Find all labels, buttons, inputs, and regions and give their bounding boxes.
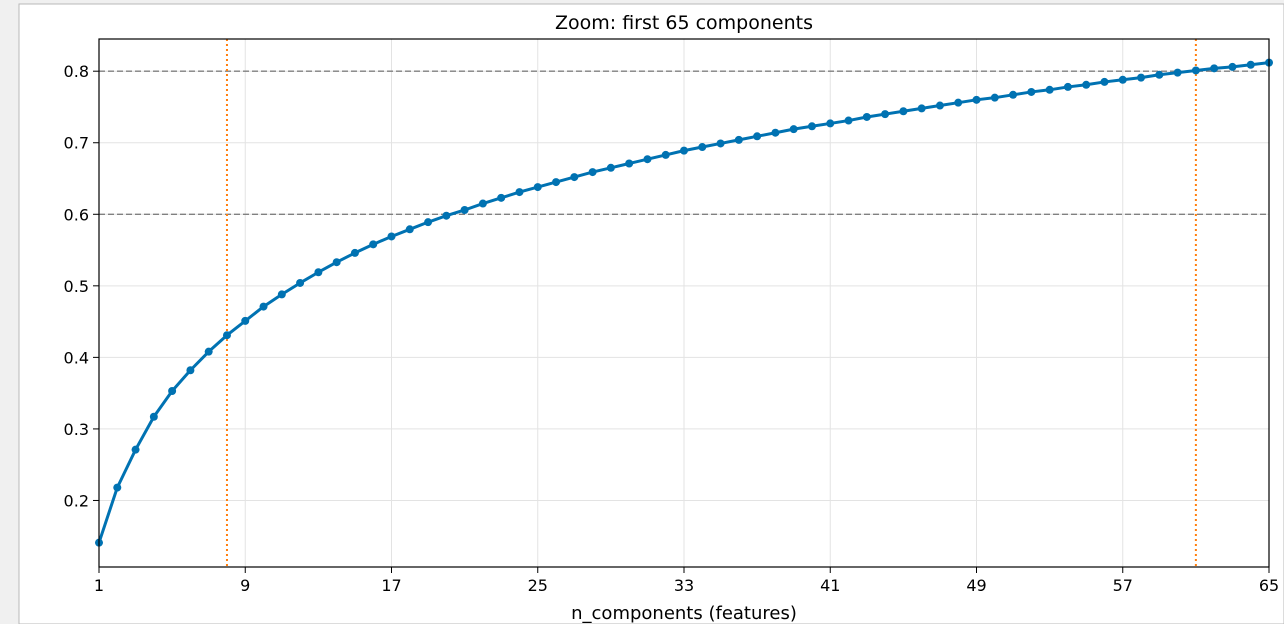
chart-title: Zoom: first 65 components [555, 12, 813, 34]
data-point [954, 98, 963, 107]
data-point [1173, 68, 1182, 77]
y-tick-label: 0.6 [64, 205, 89, 224]
data-point [533, 183, 542, 192]
data-point [661, 150, 670, 159]
data-point [515, 188, 524, 197]
data-point [826, 119, 835, 128]
data-point [881, 110, 890, 119]
data-point [369, 240, 378, 249]
y-tick-label: 0.7 [64, 134, 89, 153]
data-point [314, 268, 323, 277]
data-point [405, 225, 414, 234]
data-point [277, 290, 286, 299]
x-tick-label: 65 [1259, 576, 1279, 595]
data-point [1118, 75, 1127, 84]
data-point [497, 193, 506, 202]
data-point [460, 205, 469, 214]
data-point [222, 331, 231, 340]
data-point [1100, 77, 1109, 86]
data-point [1228, 62, 1237, 71]
data-point [204, 347, 213, 356]
data-point [625, 159, 634, 168]
y-tick-label: 0.2 [64, 491, 89, 510]
data-point [552, 178, 561, 187]
data-point [917, 104, 926, 113]
data-point [1082, 80, 1091, 89]
x-tick-label: 17 [381, 576, 401, 595]
x-tick-label: 1 [94, 576, 104, 595]
data-point [844, 116, 853, 125]
data-point [789, 125, 798, 134]
data-point [734, 135, 743, 144]
y-tick-label: 0.5 [64, 277, 89, 296]
data-point [478, 199, 487, 208]
data-point [387, 232, 396, 241]
data-point [1191, 66, 1200, 75]
data-point [753, 132, 762, 141]
data-point [606, 163, 615, 172]
data-point [1137, 73, 1146, 82]
data-point [1009, 90, 1018, 99]
data-point [588, 168, 597, 177]
x-tick-label: 25 [528, 576, 548, 595]
x-tick-label: 41 [820, 576, 840, 595]
data-point [771, 128, 780, 137]
data-point [259, 302, 268, 311]
data-point [1246, 60, 1255, 69]
data-point [807, 122, 816, 131]
data-point [1063, 82, 1072, 91]
data-point [680, 146, 688, 155]
data-point [113, 483, 122, 492]
x-axis-label: n_components (features) [571, 603, 797, 624]
data-point [186, 366, 195, 375]
data-point [935, 101, 944, 110]
data-point [716, 139, 725, 148]
y-tick-label: 0.3 [64, 420, 89, 439]
reference-lines [99, 39, 1269, 567]
x-tick-label: 49 [966, 576, 986, 595]
data-point [296, 278, 305, 287]
data-point [570, 173, 579, 182]
axis-ticks: 1 9 17 25 33 41 49 57 65 0.2 0.3 0.4 0.5 0.6 0.7 0.8 [64, 62, 1280, 595]
data-point [1155, 70, 1164, 79]
data-point [149, 412, 158, 421]
data-point [332, 258, 341, 267]
data-point [899, 107, 908, 116]
data-point [1045, 85, 1054, 94]
data-point [442, 211, 451, 220]
data-point [131, 445, 140, 454]
data-point [972, 95, 981, 104]
x-tick-label: 9 [240, 576, 250, 595]
data-series [95, 58, 1273, 547]
data-point [643, 155, 652, 164]
data-point [424, 218, 433, 227]
y-tick-label: 0.4 [64, 348, 89, 367]
data-point [168, 387, 177, 395]
data-point [990, 93, 999, 102]
data-point [698, 143, 707, 152]
data-point [1210, 64, 1219, 73]
data-point [862, 112, 871, 121]
x-tick-label: 33 [674, 576, 694, 595]
x-tick-label: 57 [1113, 576, 1133, 595]
data-point [1027, 87, 1036, 96]
data-point [350, 248, 359, 257]
y-tick-label: 0.8 [64, 62, 89, 81]
data-point [241, 316, 250, 325]
